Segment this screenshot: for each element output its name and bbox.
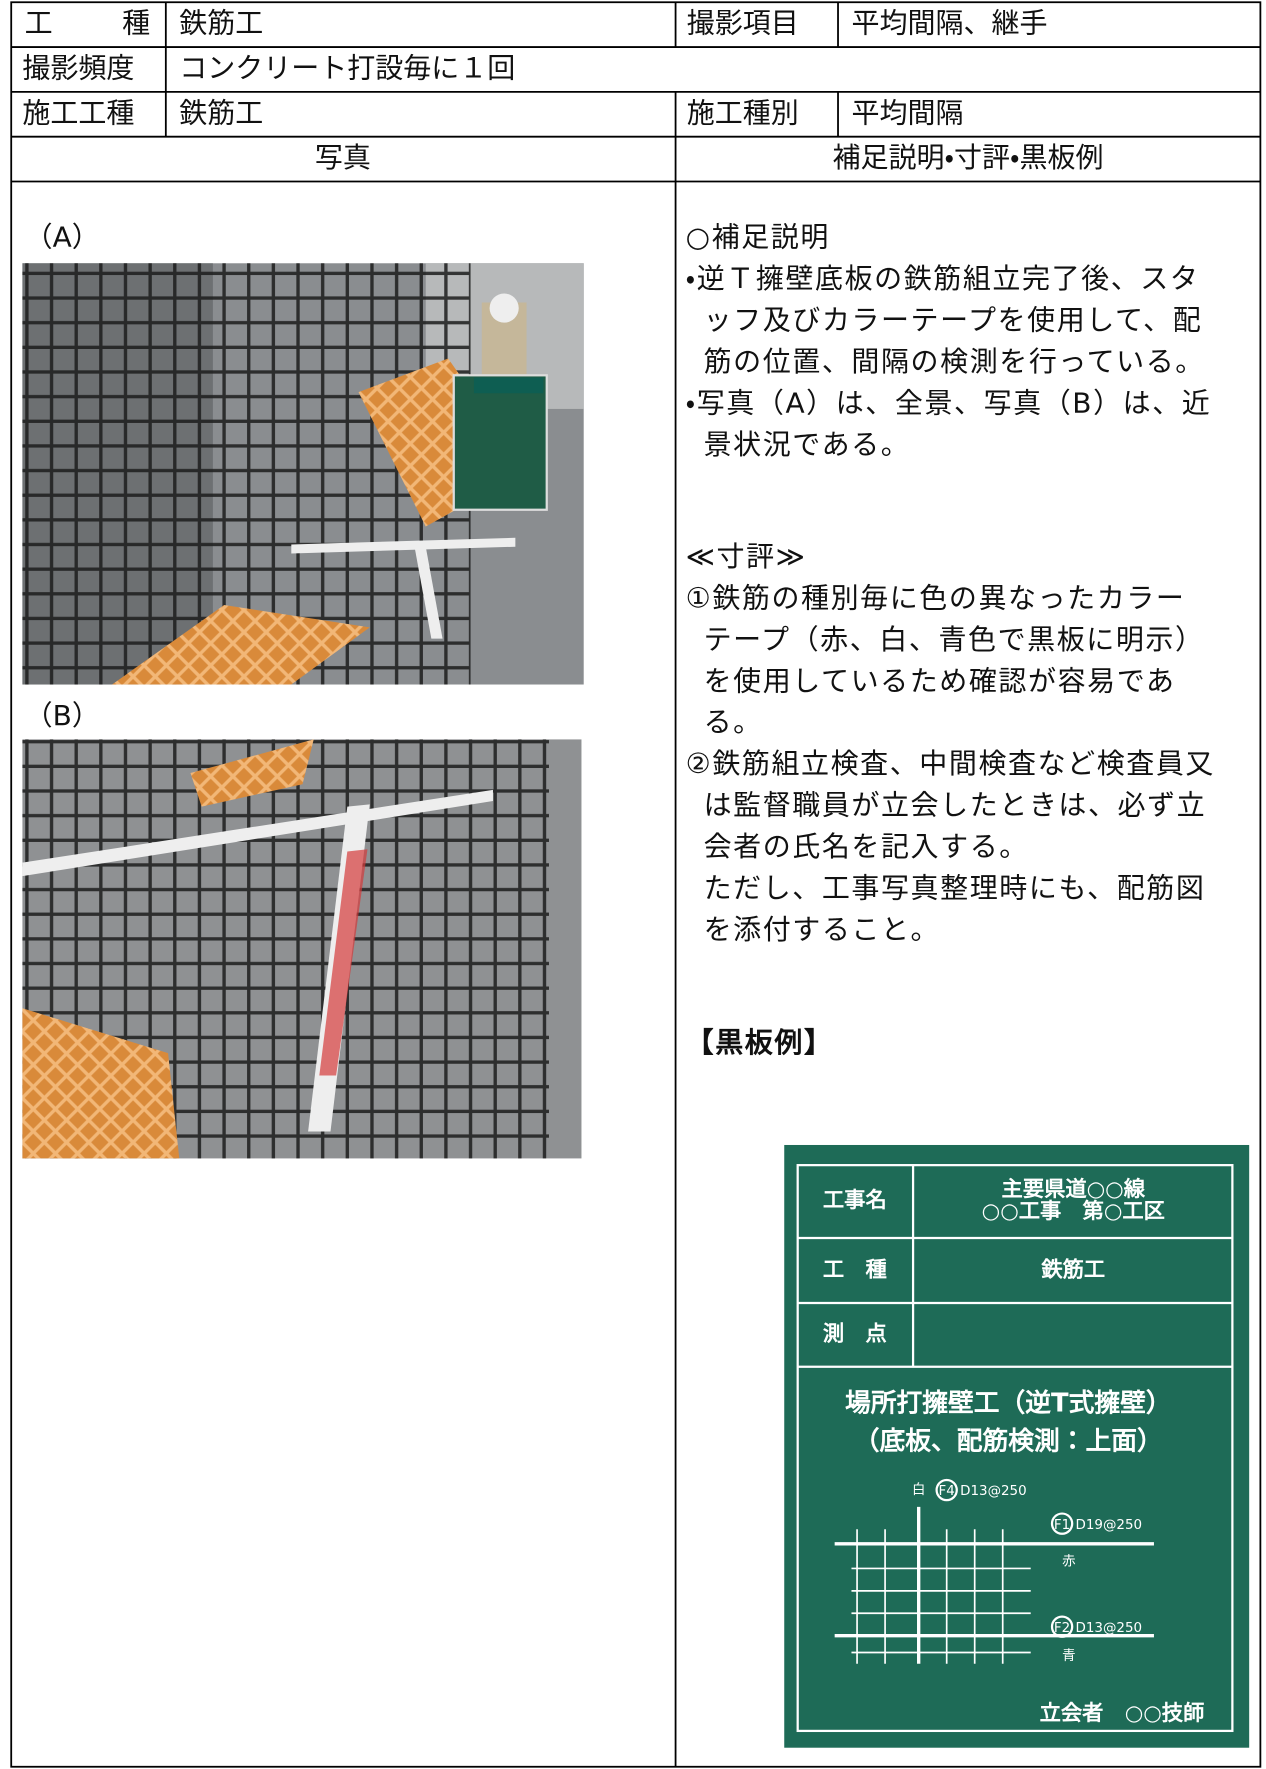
- note-line: ・逆Ｔ擁壁底板の鉄筋組立完了後、スタ: [686, 262, 1200, 295]
- cell-value: 鉄筋工: [179, 96, 263, 129]
- cell-value: 鉄筋工: [179, 7, 263, 40]
- note-line: る。: [704, 706, 763, 739]
- diagram-label: 赤: [1062, 1554, 1076, 1570]
- note-line: 会者の氏名を記入する。: [704, 830, 1029, 863]
- note-line: 筋の位置、間隔の検測を行っている。: [704, 345, 1205, 378]
- column-heading: 写真: [315, 141, 371, 174]
- cell-value: 平均間隔: [851, 96, 963, 129]
- bb-title: 場所打擁壁工（逆T式擁壁）: [845, 1388, 1172, 1418]
- blackboard: [784, 1144, 1250, 1748]
- note-line: テープ（赤、白、青色で黒板に明示）: [704, 623, 1205, 656]
- outer-border: [10, 1, 1262, 1768]
- cell-label: 工 種: [25, 7, 150, 40]
- bb-value: 主要県道○○線: [1002, 1176, 1146, 1202]
- cell-value: 平均間隔、継手: [851, 7, 1047, 40]
- note-line: ・写真（A）は、全景、写真（B）は、近: [686, 386, 1212, 419]
- note-heading: ○補足説明: [686, 221, 830, 254]
- cell-label: 撮影項目: [687, 7, 799, 40]
- note-line: 景状況である。: [704, 428, 911, 461]
- rebar-diagram: [834, 1478, 1154, 1664]
- photo-a: [22, 263, 584, 685]
- note-line: ただし、工事写真整理時にも、配筋図: [704, 872, 1206, 905]
- bb-label: 工 種: [823, 1257, 887, 1282]
- diagram-label: D13@250: [960, 1484, 1027, 1499]
- note-line: を使用しているため確認が容易であ: [704, 664, 1176, 697]
- bb-title: （底板、配筋検測：上面）: [854, 1425, 1163, 1456]
- cell-label: 施工種別: [687, 96, 799, 129]
- bb-label: 工事名: [823, 1187, 887, 1213]
- blackboard-heading: 【黒板例】: [686, 1026, 834, 1059]
- cell-value: コンクリート打設毎に１回: [179, 51, 515, 84]
- photo-label: （B）: [25, 699, 100, 732]
- photo-b: [22, 739, 582, 1159]
- diagram-label: 青: [1062, 1648, 1075, 1664]
- bb-value: 鉄筋工: [1040, 1256, 1105, 1282]
- diagram-label: F1: [1054, 1518, 1070, 1533]
- diagram-label: D13@250: [1076, 1621, 1143, 1636]
- note-line: ッフ及びカラーテープを使用して、配: [704, 304, 1203, 337]
- cell-label: 撮影頻度: [22, 51, 134, 84]
- cell-label: 施工工種: [22, 96, 134, 129]
- column-heading: 補足説明・寸評・黒板例: [832, 141, 1103, 174]
- diagram-label: F2: [1054, 1621, 1070, 1636]
- photo-label: （A）: [25, 221, 100, 254]
- diagram-label: D19@250: [1076, 1518, 1143, 1533]
- bb-value: ○○工事 第○工区: [982, 1198, 1165, 1224]
- table-frame: [10, 1, 1262, 1768]
- note-line: ①鉄筋の種別毎に色の異なったカラー: [686, 581, 1186, 614]
- note-line: は監督職員が立会したときは、必ず立: [704, 789, 1207, 822]
- diagram-label: 白: [912, 1482, 925, 1498]
- bb-label: 測 点: [823, 1320, 887, 1346]
- note-line: ②鉄筋組立検査、中間検査など検査員又: [686, 747, 1215, 780]
- note-line: を添付すること。: [704, 913, 941, 946]
- diagram-label: F4: [939, 1484, 955, 1499]
- bb-footer: 立会者 ○○技師: [1040, 1700, 1205, 1726]
- note-heading: ≪寸評≫: [686, 540, 807, 573]
